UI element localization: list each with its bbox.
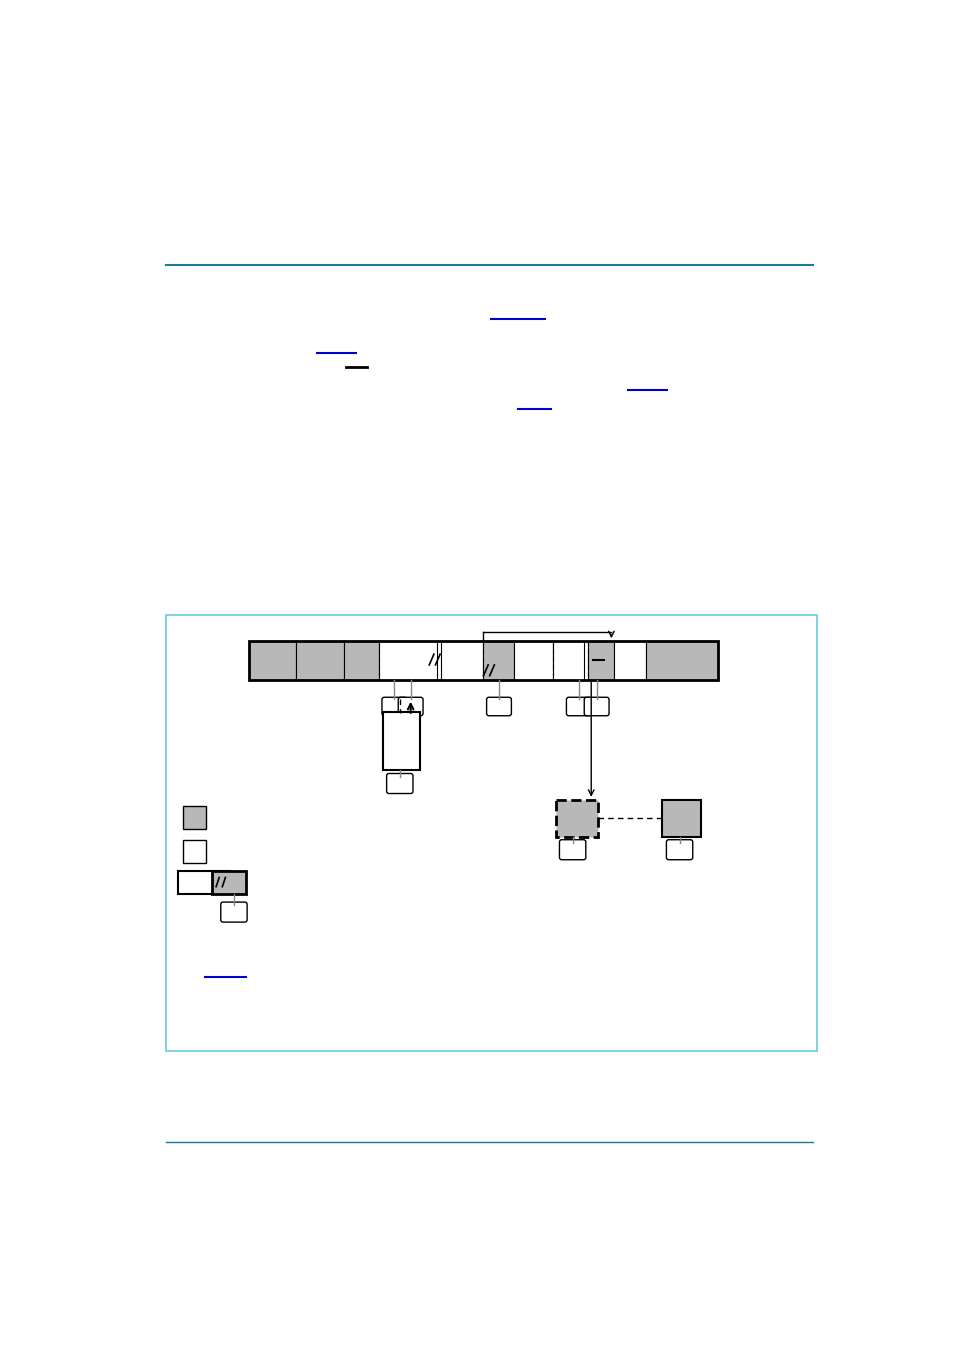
FancyBboxPatch shape <box>566 697 591 716</box>
Bar <box>249 642 717 680</box>
Bar <box>344 642 378 680</box>
Bar <box>613 642 645 680</box>
FancyBboxPatch shape <box>486 697 511 716</box>
Bar <box>178 870 230 893</box>
Bar <box>249 642 295 680</box>
Bar <box>382 712 419 770</box>
Bar <box>166 615 816 1051</box>
FancyBboxPatch shape <box>386 774 413 793</box>
Bar <box>553 642 583 680</box>
Bar <box>645 642 718 680</box>
Bar <box>183 805 206 830</box>
Bar <box>212 870 245 893</box>
Bar <box>587 642 613 680</box>
Bar <box>661 800 700 836</box>
Bar <box>378 642 436 680</box>
FancyBboxPatch shape <box>381 697 406 716</box>
FancyBboxPatch shape <box>220 902 247 923</box>
Bar <box>483 642 514 680</box>
Bar <box>555 800 598 836</box>
Bar <box>183 840 206 863</box>
FancyBboxPatch shape <box>583 697 608 716</box>
Bar <box>440 642 483 680</box>
FancyBboxPatch shape <box>397 697 422 716</box>
FancyBboxPatch shape <box>666 840 692 859</box>
Bar <box>514 642 553 680</box>
FancyBboxPatch shape <box>558 840 585 859</box>
Bar <box>295 642 344 680</box>
